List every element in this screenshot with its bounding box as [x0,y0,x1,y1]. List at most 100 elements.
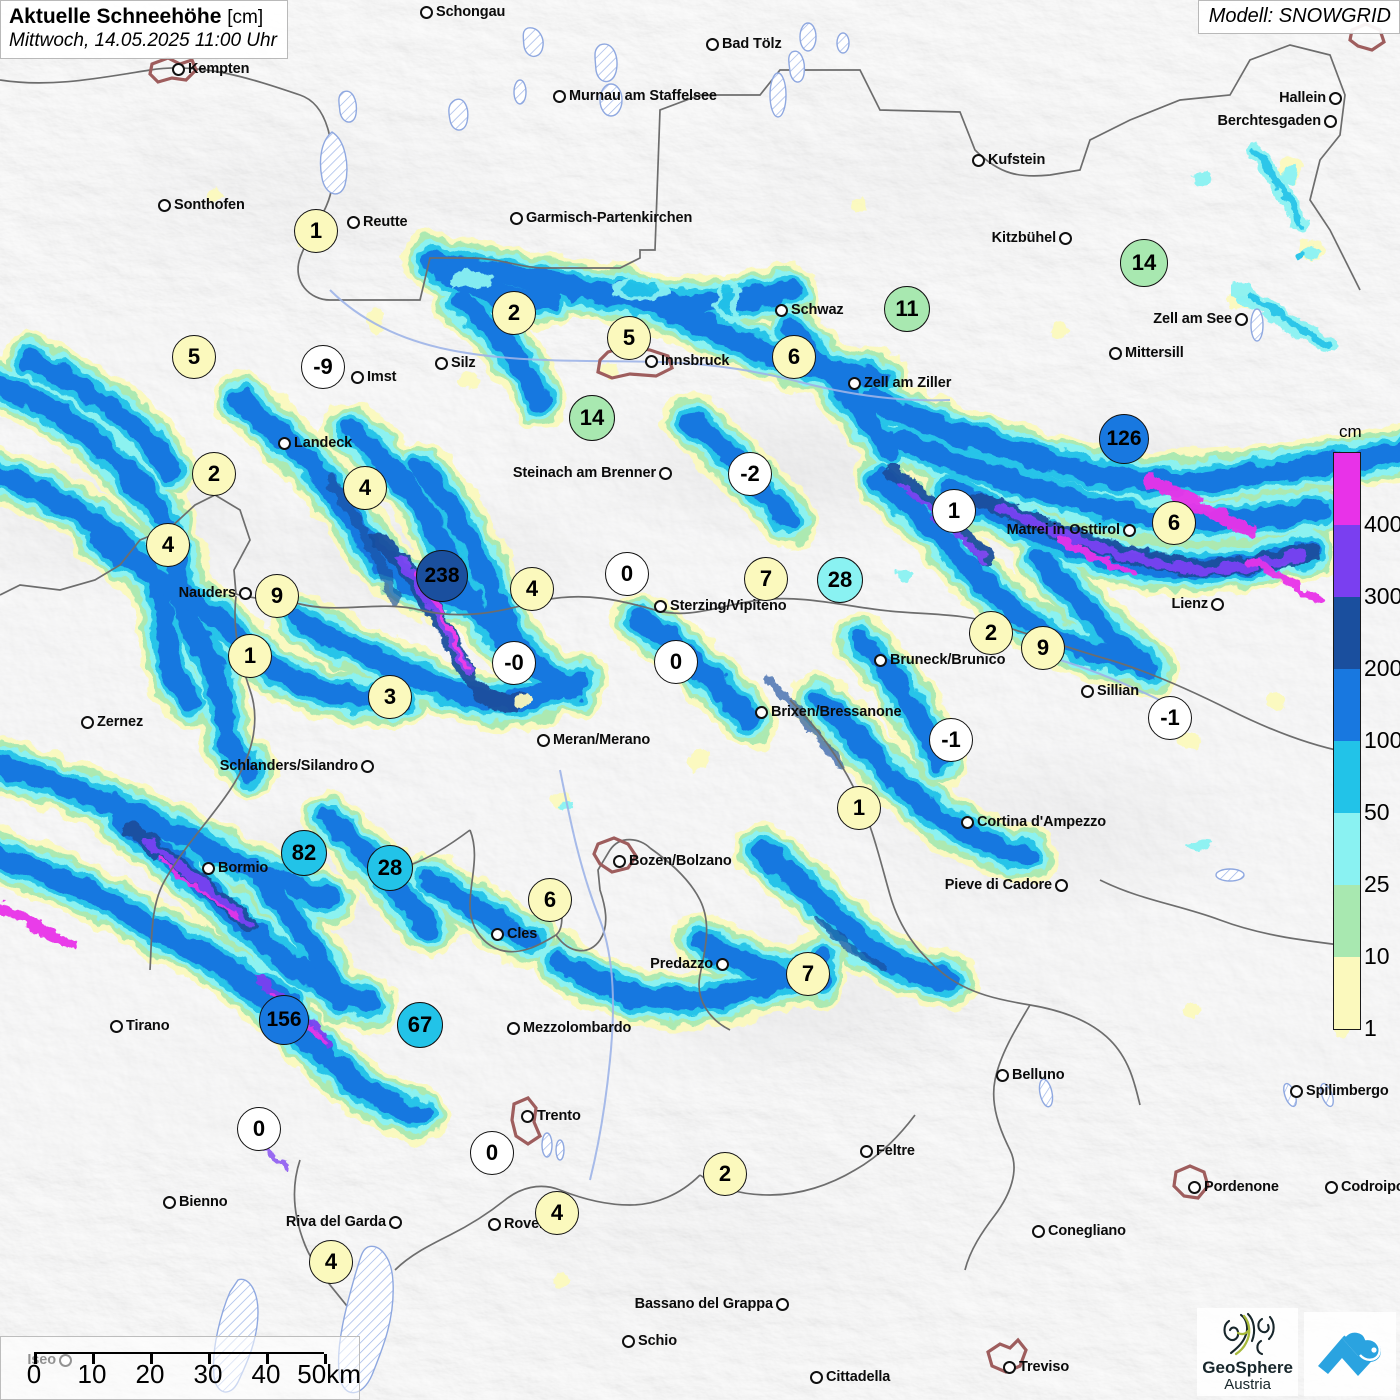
city-marker-icon [553,89,566,103]
station-value-marker[interactable]: 126 [1099,414,1149,464]
geosphere-logo: GeoSphere Austria [1197,1307,1298,1396]
station-value-marker[interactable]: 238 [416,550,468,602]
city-marker-icon [420,5,433,19]
city-name: Murnau am Staffelsee [569,88,717,104]
station-value-marker[interactable]: 11 [884,286,930,332]
city-label: Belluno [996,1067,1065,1083]
station-value: 4 [161,532,175,557]
station-value-marker[interactable]: 67 [397,1002,443,1048]
city-marker-icon [491,927,504,941]
city-marker-icon [172,62,185,76]
city-label: Bormio [202,860,268,876]
station-value-marker[interactable]: 1 [294,209,338,253]
station-value: 4 [324,1249,338,1274]
city-label: Murnau am Staffelsee [553,88,717,104]
station-value-marker[interactable]: 1 [228,634,272,678]
station-value-marker[interactable]: 6 [528,878,572,922]
station-value-marker[interactable]: 7 [744,557,788,601]
city-marker-icon [706,37,719,51]
city-marker-icon [347,215,360,229]
city-marker-icon [1003,1360,1016,1374]
station-value-marker[interactable]: 5 [172,335,216,379]
city-label: Schlanders/Silandro [220,758,374,774]
station-value-marker[interactable]: 28 [367,845,413,891]
color-legend: cm 400 300 200 100 50 25 10 1 [1333,422,1400,1041]
station-value-marker[interactable]: 6 [772,335,816,379]
city-name: Riva del Garda [285,1214,386,1230]
station-value-marker[interactable]: 4 [146,523,190,567]
station-value-marker[interactable]: 0 [470,1131,514,1175]
city-name: Mezzolombardo [523,1020,632,1036]
station-value-marker[interactable]: 0 [654,640,698,684]
city-marker-icon [874,653,887,667]
city-marker-icon [996,1068,1009,1082]
station-value-marker[interactable]: 9 [255,574,299,618]
city-name: Garmisch-Partenkirchen [526,210,693,226]
station-value: 5 [187,344,201,369]
station-value-marker[interactable]: 6 [1152,501,1196,545]
city-label: Sillian [1081,683,1139,699]
station-value: 9 [270,583,284,608]
title-box: Aktuelle Schneehöhe [cm] Mittwoch, 14.05… [0,0,288,59]
station-value-marker[interactable]: 4 [535,1191,579,1235]
station-value-marker[interactable]: 156 [259,995,309,1045]
station-value-marker[interactable]: 0 [605,552,649,596]
station-value-marker[interactable]: -0 [492,641,536,685]
logo-group: GeoSphere Austria [1197,1307,1396,1396]
station-value-marker[interactable]: 2 [192,452,236,496]
city-name: Bormio [218,860,269,876]
city-marker-icon [110,1019,123,1033]
city-marker-icon [389,1215,402,1229]
city-name: Spilimbergo [1306,1083,1389,1099]
station-value-marker[interactable]: 14 [1120,239,1168,287]
snow-cloud-icon [1318,1330,1382,1376]
station-value-marker[interactable]: -2 [728,452,772,496]
city-name: Sterzing/Vipiteno [670,598,787,614]
city-label: Nauders [179,585,252,601]
station-value-marker[interactable]: 9 [1021,626,1065,670]
station-value-marker[interactable]: 28 [817,557,863,603]
station-value-marker[interactable]: 2 [703,1152,747,1196]
city-name: Reutte [363,214,408,230]
station-value: 82 [291,840,317,865]
station-value-marker[interactable]: 5 [607,316,651,360]
city-marker-icon [755,705,768,719]
city-marker-icon [521,1109,534,1123]
city-name: Meran/Merano [553,732,651,748]
station-value-marker[interactable]: -9 [301,345,345,389]
station-value: 6 [1167,510,1181,535]
legend-tick-label: 10 [1364,943,1390,969]
station-value-marker[interactable]: 3 [368,675,412,719]
station-value: 1 [309,218,323,243]
station-value-marker[interactable]: -1 [929,718,973,762]
station-value-marker[interactable]: 4 [343,466,387,510]
model-box: Modell: SNOWGRID [1197,0,1400,34]
station-value-marker[interactable]: 1 [837,786,881,830]
station-value-marker[interactable]: 4 [510,567,554,611]
city-name: Predazzo [650,956,713,972]
station-value-marker[interactable]: 2 [492,291,536,335]
station-value-marker[interactable]: 82 [281,830,327,876]
city-marker-icon [613,854,626,868]
city-marker-icon [361,759,374,773]
legend-unit: cm [1339,422,1362,441]
station-value: 28 [827,567,853,592]
station-value-marker[interactable]: 14 [569,395,615,441]
valid-datetime: Mittwoch, 14.05.2025 11:00 Uhr [9,29,277,51]
legend-band: 200 [1333,597,1400,681]
city-marker-icon [1325,1180,1338,1194]
station-value-marker[interactable]: 7 [786,952,830,996]
station-value-marker[interactable]: -1 [1148,696,1192,740]
station-value: -9 [313,354,333,379]
city-name: Schlanders/Silandro [219,758,358,774]
station-value-marker[interactable]: 1 [932,489,976,533]
geosphere-country: Austria [1224,1375,1271,1393]
station-value-marker[interactable]: 0 [237,1107,281,1151]
station-value-marker[interactable]: 4 [309,1240,353,1284]
station-value: 11 [895,296,919,321]
station-value: 0 [485,1140,499,1165]
station-value: 1 [947,498,961,523]
city-marker-icon [278,436,291,450]
station-value-marker[interactable]: 2 [969,611,1013,655]
